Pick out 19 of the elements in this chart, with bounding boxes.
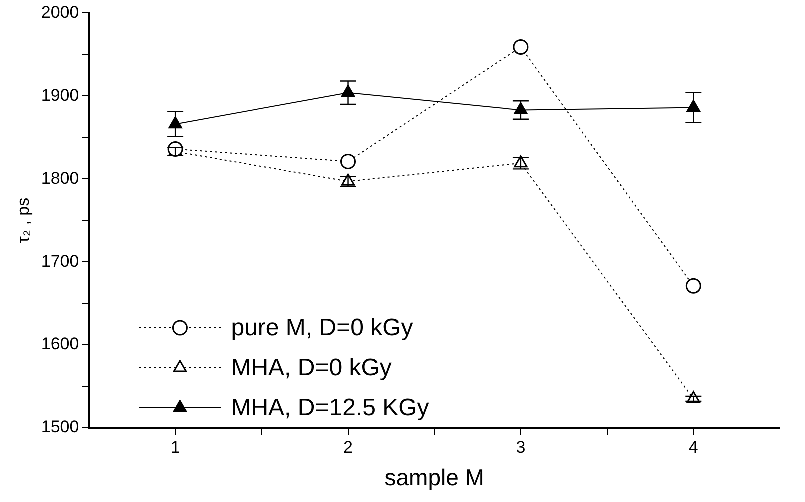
- y-tick-label: 1700: [41, 252, 80, 271]
- y-tick-label: 1500: [41, 418, 80, 437]
- y-tick-label: 1900: [41, 86, 80, 105]
- x-axis-title: sample M: [384, 464, 484, 491]
- x-tick-label: 2: [344, 438, 353, 457]
- point: [686, 278, 702, 294]
- y-tick-label: 1800: [41, 168, 80, 188]
- point: [514, 102, 528, 115]
- legend-label: MHA, D=12.5 KGy: [231, 394, 430, 422]
- point: [513, 39, 529, 55]
- x-tick-label: 1: [170, 438, 180, 457]
- y-tick-label: 1600: [41, 334, 80, 354]
- x-tick-label: 3: [516, 438, 526, 457]
- y-axis-title: τ₂ , ps: [14, 198, 33, 244]
- point: [340, 154, 356, 170]
- x-tick-label: 4: [688, 438, 698, 457]
- y-tick-label: 2000: [41, 2, 80, 22]
- legend-label: pure M, D=0 kGy: [231, 314, 414, 342]
- legend-label: MHA, D=0 kGy: [231, 354, 392, 382]
